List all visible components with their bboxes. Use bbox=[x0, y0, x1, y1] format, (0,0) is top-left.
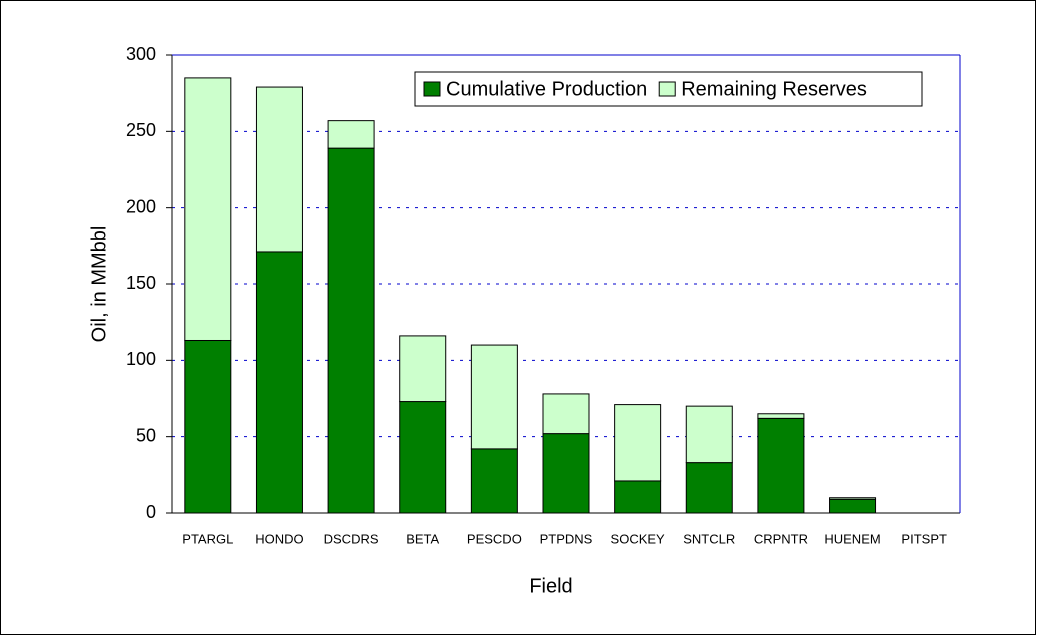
y-tick-label: 50 bbox=[136, 425, 156, 445]
x-axis-label: Field bbox=[529, 575, 572, 597]
bar-segment bbox=[542, 393, 590, 435]
bar-segment bbox=[399, 335, 447, 403]
y-tick-label: 300 bbox=[126, 44, 156, 64]
bar-segment bbox=[614, 480, 662, 514]
x-tick-label: HUENEM bbox=[824, 531, 880, 546]
bar-segment bbox=[829, 497, 877, 500]
x-tick-label: PITSPT bbox=[901, 531, 947, 546]
bar-segment bbox=[255, 251, 303, 514]
bar-segment bbox=[829, 498, 877, 514]
bar-segment bbox=[399, 401, 447, 514]
bar-segment bbox=[327, 147, 375, 514]
legend-label: Cumulative Production bbox=[446, 78, 647, 100]
x-tick-label: CRPNTR bbox=[754, 531, 808, 546]
bar-segment bbox=[255, 86, 303, 253]
x-tick-label: PTARGL bbox=[182, 531, 233, 546]
y-axis-label: Oil, in MMbbl bbox=[88, 226, 110, 343]
bar-segment bbox=[542, 433, 590, 514]
bar-segment bbox=[470, 448, 518, 514]
x-tick-label: PTPDNS bbox=[540, 531, 593, 546]
legend-swatch bbox=[423, 81, 441, 97]
x-tick-label: SOCKEY bbox=[611, 531, 666, 546]
bar-segment bbox=[184, 77, 232, 341]
x-tick-label: DSCDRS bbox=[324, 531, 379, 546]
bar-segment bbox=[757, 413, 805, 419]
y-tick-label: 150 bbox=[126, 273, 156, 293]
y-tick-label: 0 bbox=[146, 502, 156, 522]
x-tick-label: HONDO bbox=[255, 531, 303, 546]
bar-segment bbox=[327, 120, 375, 149]
legend-swatch bbox=[658, 81, 676, 97]
x-tick-label: SNTCLR bbox=[683, 531, 735, 546]
bar-segment bbox=[614, 404, 662, 482]
legend-label: Remaining Reserves bbox=[681, 78, 867, 100]
bar-segment bbox=[757, 417, 805, 514]
x-tick-label: BETA bbox=[406, 531, 439, 546]
x-tick-label: PESCDO bbox=[467, 531, 522, 546]
bar-segment bbox=[685, 405, 733, 464]
y-tick-label: 250 bbox=[126, 120, 156, 140]
bar-segment bbox=[685, 462, 733, 514]
bar-segment bbox=[184, 339, 232, 514]
y-tick-label: 100 bbox=[126, 349, 156, 369]
bar-segment bbox=[470, 344, 518, 450]
y-tick-label: 200 bbox=[126, 196, 156, 216]
